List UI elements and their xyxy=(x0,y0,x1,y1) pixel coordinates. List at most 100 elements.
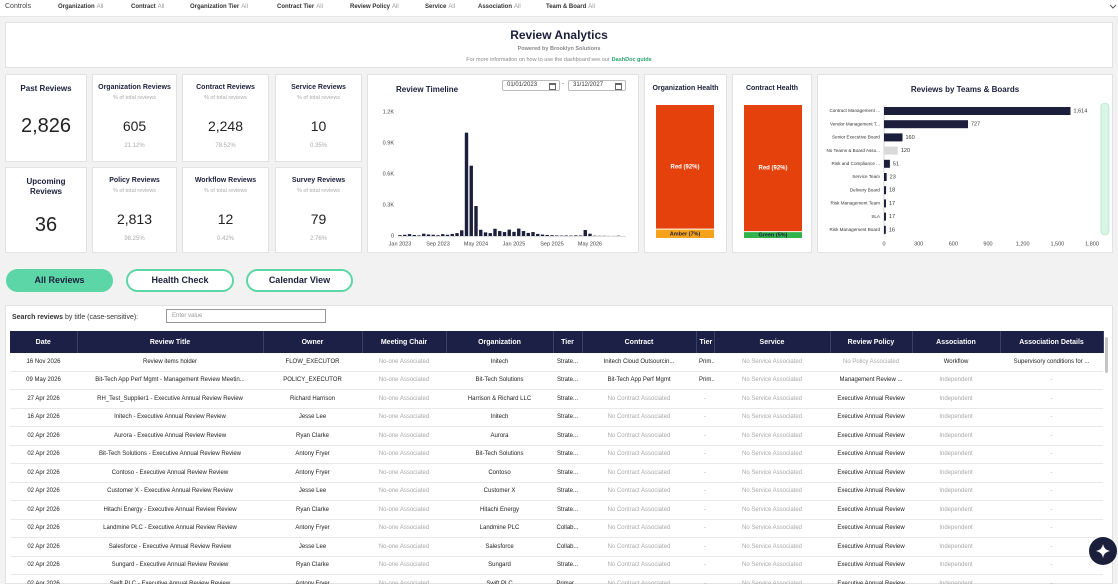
table-cell: Landmine PLC xyxy=(446,519,553,538)
column-header[interactable]: Association xyxy=(912,331,1000,353)
table-cell: Contoso xyxy=(446,464,553,483)
column-header[interactable]: Contract xyxy=(582,331,696,353)
chart-card: Reviews by Teams & Boards03006009001,200… xyxy=(817,74,1113,253)
table-cell: RH_Test_Supplier1 - Executive Annual Rev… xyxy=(77,390,263,409)
table-cell: Supervisory conditions for ... xyxy=(1000,353,1103,371)
table-cell: Strate... xyxy=(553,390,582,409)
kpi-subtitle: % of total reviews xyxy=(276,188,361,194)
table-cell: - xyxy=(696,575,714,584)
tab-button[interactable]: All Reviews xyxy=(6,269,113,292)
table-row[interactable]: 02 Apr 2026Swift PLC - Executive Annual … xyxy=(10,575,1103,584)
table-row[interactable]: 27 Apr 2026RH_Test_Supplier1 - Executive… xyxy=(10,390,1103,409)
table-cell: No-one Associated xyxy=(362,556,446,575)
bar xyxy=(503,232,506,236)
table-row[interactable]: 02 Apr 2026Aurora - Executive Annual Rev… xyxy=(10,427,1103,446)
table-cell: Prim... xyxy=(696,353,714,371)
table-cell: No Contract Associated xyxy=(582,519,696,538)
table-cell: Independent xyxy=(912,464,1000,483)
column-header[interactable]: Organization xyxy=(446,331,553,353)
y-tick-label: 0.6K xyxy=(383,171,395,177)
table-row[interactable]: 16 Nov 2026Review items holderFLOW_EXECU… xyxy=(10,353,1103,371)
table-row[interactable]: 02 Apr 2026Salesforce - Executive Annual… xyxy=(10,538,1103,557)
filter[interactable]: Team & BoardAll xyxy=(546,4,595,10)
table-row[interactable]: 02 Apr 2026Contoso - Executive Annual Re… xyxy=(10,464,1103,483)
value-label: 51 xyxy=(893,161,899,167)
kpi-percent: 21.12% xyxy=(93,143,176,149)
category-label: Senior Executive Board xyxy=(832,135,880,140)
review-table: DateReview TitleOwnerMeeting ChairOrgani… xyxy=(10,331,1104,584)
table-cell: Sungard xyxy=(446,556,553,575)
kpi-title: Survey Reviews xyxy=(276,177,361,184)
date-separator: - xyxy=(562,81,564,87)
x-tick-label: Jan 2023 xyxy=(389,241,412,247)
table-cell: 16 Nov 2026 xyxy=(10,353,77,371)
filter[interactable]: AssociationAll xyxy=(478,4,521,10)
table-row[interactable]: 02 Apr 2026Sungard - Executive Annual Re… xyxy=(10,556,1103,575)
filter-bar: ControlsOrganizationAllContractAllOrgani… xyxy=(0,0,1118,17)
table-cell: Executive Annual Review xyxy=(830,556,912,575)
table-cell: - xyxy=(696,501,714,520)
table-row[interactable]: 02 Apr 2026Bit-Tech Solutions - Executiv… xyxy=(10,445,1103,464)
filter-label: Association xyxy=(478,4,512,10)
table-row[interactable]: 02 Apr 2026Hitachi Energy - Executive An… xyxy=(10,501,1103,520)
tab-button[interactable]: Calendar View xyxy=(246,269,353,292)
column-header[interactable]: Review Policy xyxy=(830,331,912,353)
filter[interactable]: Contract TierAll xyxy=(277,4,323,10)
filter[interactable]: ServiceAll xyxy=(425,4,455,10)
date-input[interactable]: 31/12/2027 xyxy=(568,80,626,91)
table-row[interactable]: 09 May 2026Bit-Tech App Perf Mgmt - Mana… xyxy=(10,371,1103,390)
bar xyxy=(565,235,568,236)
tab-button[interactable]: Health Check xyxy=(126,269,234,292)
table-cell: No Service Associated xyxy=(714,371,830,390)
table-cell: 02 Apr 2026 xyxy=(10,501,77,520)
table-cell: Jesse Lee xyxy=(263,482,362,501)
table-cell: Collab... xyxy=(553,519,582,538)
filter[interactable]: Organization TierAll xyxy=(190,4,248,10)
kpi-value: 36 xyxy=(6,214,86,237)
assistant-button[interactable] xyxy=(1089,537,1117,565)
bar xyxy=(884,226,886,234)
table-cell: No-one Associated xyxy=(362,371,446,390)
column-header[interactable]: Meeting Chair xyxy=(362,331,446,353)
bar xyxy=(512,232,515,236)
table-cell: - xyxy=(1000,501,1103,520)
search-label: Search reviewsby title (case-sensitive): xyxy=(12,314,138,321)
table-row[interactable]: 02 Apr 2026Landmine PLC - Executive Annu… xyxy=(10,519,1103,538)
bar xyxy=(484,232,487,236)
category-label: Risk Management Board xyxy=(829,227,880,232)
column-header[interactable]: Association Details xyxy=(1000,331,1103,353)
y-tick-label: 0.3K xyxy=(383,202,395,208)
table-cell: No Contract Associated xyxy=(582,556,696,575)
column-header[interactable]: Service xyxy=(714,331,830,353)
bar xyxy=(517,229,520,236)
category-label: No Teams & Board Asso... xyxy=(826,148,880,153)
column-header[interactable]: Owner xyxy=(263,331,362,353)
filter-value: All xyxy=(514,4,521,10)
filter[interactable]: ContractAll xyxy=(131,4,164,10)
category-label: Risk and Compliance ... xyxy=(831,161,880,166)
date-input[interactable]: 01/01/2023 xyxy=(502,80,560,91)
table-cell: Salesforce - Executive Annual Review Rev… xyxy=(77,538,263,557)
table-cell: Landmine PLC - Executive Annual Review R… xyxy=(77,519,263,538)
kpi-value: 605 xyxy=(93,118,176,134)
scroll-handle xyxy=(1101,103,1109,235)
column-header[interactable]: Review Title xyxy=(77,331,263,353)
bar xyxy=(522,231,525,236)
table-cell: FLOW_EXECUTOR xyxy=(263,353,362,371)
column-header[interactable]: Tier xyxy=(696,331,714,353)
search-input[interactable]: Enter value xyxy=(166,309,326,323)
bar xyxy=(489,233,492,236)
category-label: Vendor Management T... xyxy=(830,121,880,126)
column-header[interactable]: Date xyxy=(10,331,77,353)
x-tick-label: 600 xyxy=(949,241,958,247)
filter-label: Contract xyxy=(131,4,156,10)
filter[interactable]: OrganizationAll xyxy=(58,4,103,10)
table-cell: 02 Apr 2026 xyxy=(10,445,77,464)
table-row[interactable]: 16 Apr 2026Initech - Executive Annual Re… xyxy=(10,408,1103,427)
filter[interactable]: Review PolicyAll xyxy=(350,4,399,10)
column-header[interactable]: Tier xyxy=(553,331,582,353)
table-row[interactable]: 02 Apr 2026Customer X - Executive Annual… xyxy=(10,482,1103,501)
info-link[interactable]: DashDoc guide xyxy=(612,57,652,63)
bar xyxy=(579,235,582,236)
